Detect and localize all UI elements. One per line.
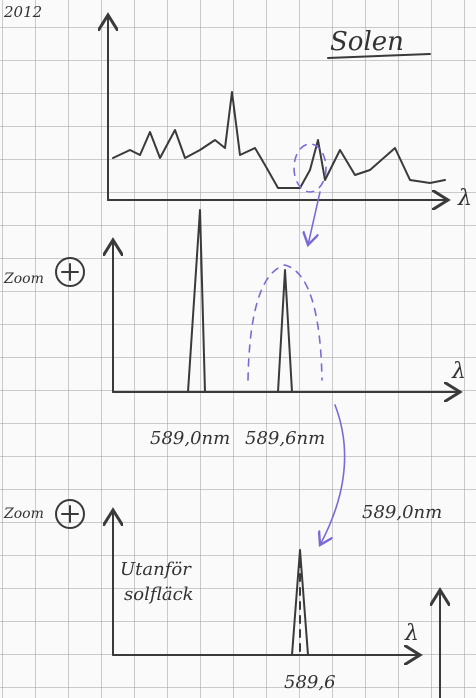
axis-label: λ — [457, 186, 472, 211]
peak-label: 589,6 — [284, 672, 336, 693]
zoom-label: Zoom — [3, 506, 44, 522]
title: Solen — [330, 27, 404, 57]
annotation: solfläck — [124, 584, 194, 605]
peak-label: 589,6nm — [245, 428, 325, 449]
peak-label: 589,0nm — [150, 428, 230, 449]
year: 2012 — [3, 3, 42, 21]
axis-label: λ — [404, 621, 419, 646]
sketch-page: 2012 Solen λ Zoom λ 589,0nm 589,6nm Zoom… — [0, 0, 476, 698]
side-label: 589,0nm — [362, 502, 442, 523]
annotation: Utanför — [120, 559, 192, 580]
grid-paper — [0, 0, 476, 698]
zoom-label: Zoom — [3, 271, 44, 287]
axis-label: λ — [451, 359, 466, 384]
